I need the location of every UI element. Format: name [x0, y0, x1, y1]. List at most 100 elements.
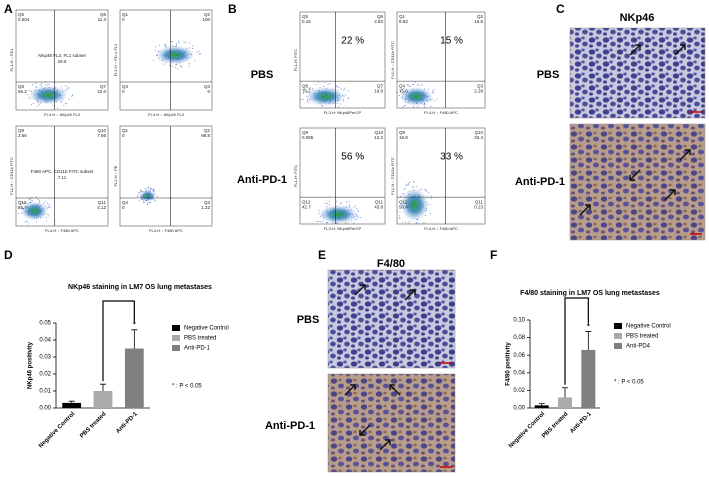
event-dot: [425, 189, 427, 191]
event-dot: [188, 42, 190, 44]
event-dot: [147, 186, 149, 188]
event-dot: [139, 192, 141, 194]
event-dot: [154, 192, 156, 194]
event-dot: [351, 220, 353, 222]
event-dot: [323, 98, 325, 100]
legend-swatch: [172, 345, 180, 351]
event-dot: [416, 101, 418, 103]
event-dot: [329, 102, 330, 104]
event-dot: [147, 196, 149, 198]
event-dot: [33, 205, 35, 207]
event-dot: [164, 43, 166, 45]
event-dot: [171, 66, 173, 67]
event-dot: [319, 210, 320, 212]
y-tick-label: 0.04: [513, 370, 525, 376]
event-dot: [306, 95, 308, 97]
event-dot: [162, 63, 164, 65]
event-dot: [345, 222, 346, 224]
event-dot: [175, 45, 177, 47]
histology-image: [569, 27, 706, 119]
event-dot: [59, 94, 61, 96]
significance-bracket: [564, 297, 589, 385]
event-dot: [418, 194, 420, 196]
event-dot: [178, 53, 180, 55]
legend-label: Anti-PD-1: [184, 346, 211, 352]
event-dot: [347, 98, 349, 100]
event-dot: [199, 53, 201, 55]
event-dot: [318, 91, 320, 93]
event-dot: [342, 213, 344, 214]
event-dot: [188, 47, 190, 49]
event-dot: [327, 84, 329, 86]
event-dot: [149, 187, 151, 189]
event-dot: [413, 180, 415, 182]
event-dot: [35, 206, 37, 208]
event-dot: [348, 205, 350, 207]
event-dot: [24, 221, 26, 223]
event-dot: [150, 188, 152, 190]
panel-letter: C: [556, 2, 565, 16]
event-dot: [27, 214, 29, 216]
event-dot: [137, 195, 139, 197]
event-dot: [333, 103, 334, 105]
event-dot: [404, 188, 406, 189]
event-dot: [417, 95, 419, 97]
event-dot: [145, 192, 147, 194]
event-dot: [408, 193, 410, 195]
event-dot: [48, 87, 50, 88]
gate-value: 85.7: [18, 205, 27, 210]
gate-value: 2.28: [474, 88, 483, 93]
x-axis-label: FL3-H :: NKp46 FL3: [148, 112, 185, 117]
event-dot: [33, 217, 35, 219]
bar: [534, 405, 549, 408]
event-dot: [424, 103, 425, 105]
event-dot: [199, 53, 201, 55]
event-dot: [303, 92, 304, 94]
event-dot: [348, 210, 350, 211]
event-dot: [171, 61, 173, 63]
event-dot: [45, 84, 47, 86]
event-dot: [144, 187, 146, 189]
event-dot: [342, 94, 344, 96]
event-dot: [44, 87, 46, 89]
event-dot: [146, 200, 148, 202]
event-cloud: [155, 45, 195, 65]
event-dot: [399, 211, 401, 213]
event-dot: [29, 202, 31, 203]
event-dot: [158, 58, 160, 60]
event-dot: [155, 49, 157, 51]
p-value-note: * : P < 0.05: [614, 380, 644, 386]
gate-name: Q9: [302, 130, 309, 135]
event-dot: [194, 60, 196, 62]
event-dot: [430, 105, 432, 107]
panel-letter: B: [228, 2, 237, 16]
legend-swatch: [614, 333, 622, 339]
event-dot: [161, 60, 163, 62]
event-dot: [31, 90, 32, 92]
event-dot: [402, 193, 404, 194]
event-dot: [178, 58, 180, 59]
event-dot: [307, 91, 308, 93]
event-dot: [22, 208, 24, 210]
event-dot: [424, 215, 426, 216]
event-dot: [61, 89, 63, 91]
event-dot: [307, 99, 309, 101]
event-dot: [35, 86, 37, 88]
event-dot: [428, 192, 430, 193]
event-dot: [432, 91, 434, 93]
event-dot: [37, 105, 39, 107]
gate-name: Q11: [375, 199, 384, 204]
event-dot: [23, 208, 25, 209]
legend-label: Anti-PD4: [626, 344, 651, 350]
event-dot: [145, 188, 147, 190]
event-dot: [45, 205, 46, 207]
panel-title: NKp46: [620, 12, 655, 24]
event-dot: [40, 102, 42, 104]
event-dot: [52, 105, 54, 106]
event-dot: [349, 214, 351, 216]
event-dot: [344, 216, 346, 218]
event-dot: [32, 103, 34, 105]
event-dot: [302, 99, 304, 101]
gate-value: 18.9: [399, 135, 408, 140]
